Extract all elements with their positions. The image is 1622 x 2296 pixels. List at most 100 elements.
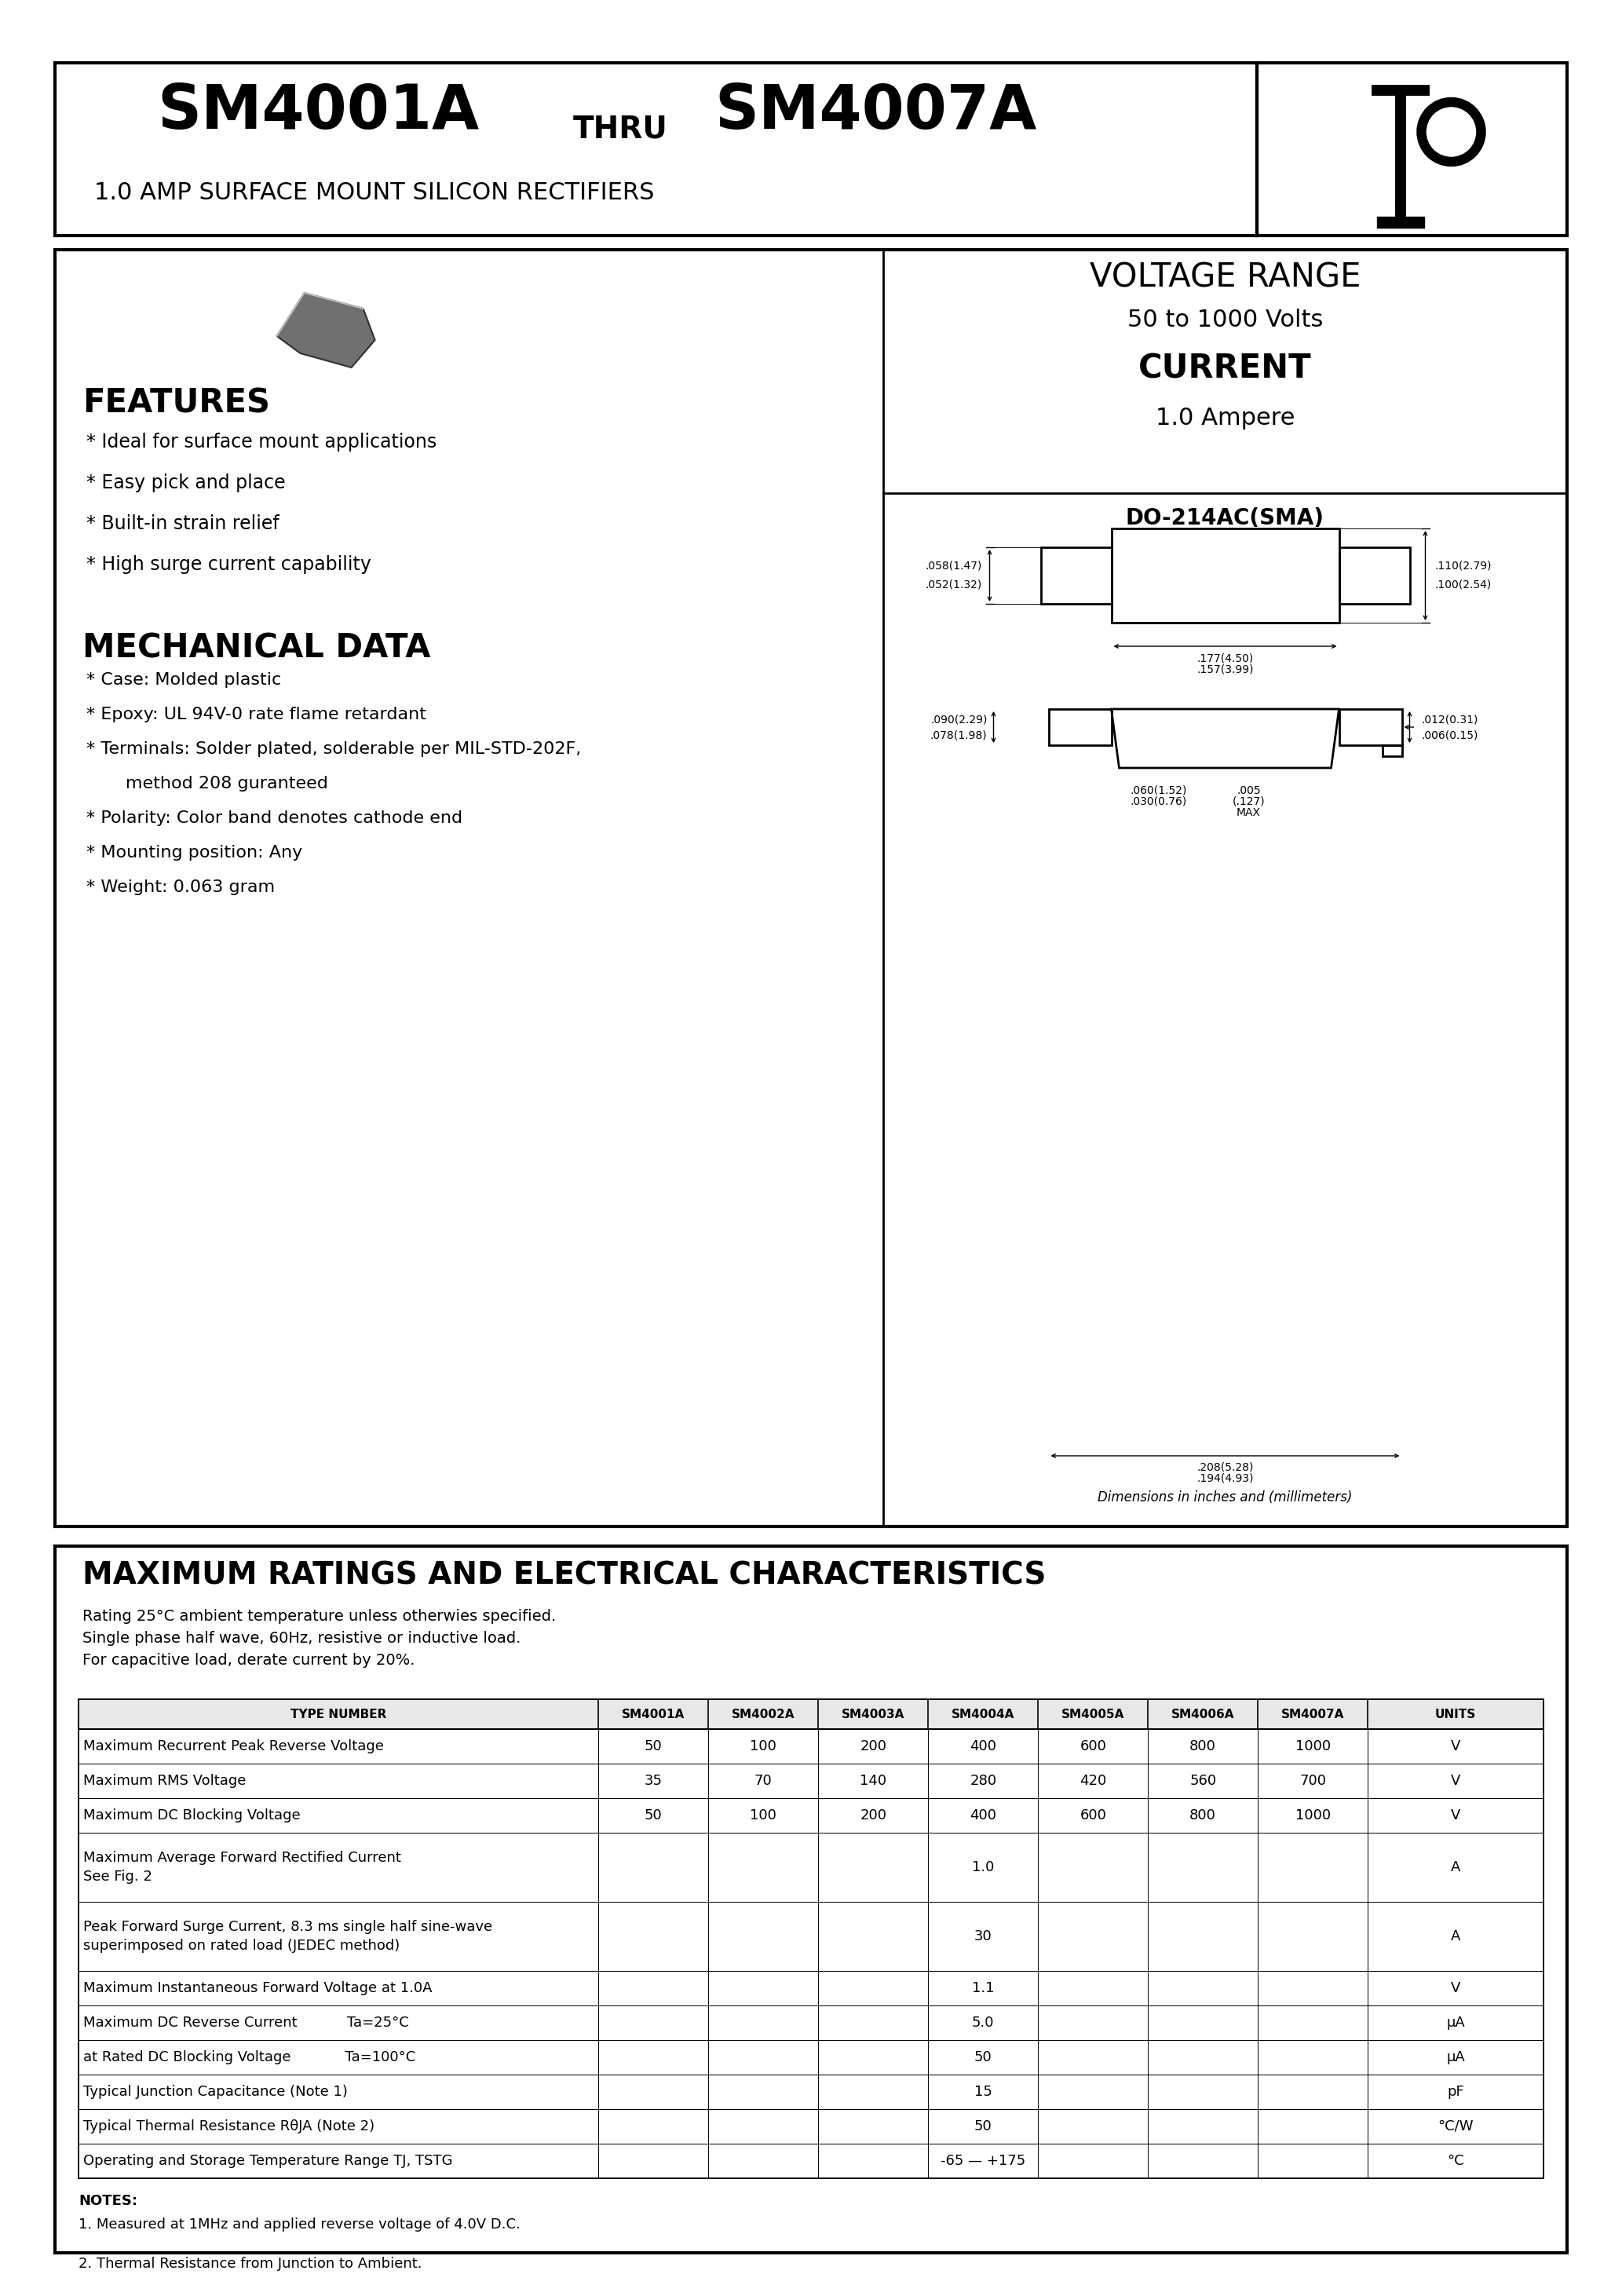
Text: 50: 50 <box>975 2119 993 2133</box>
Text: μA: μA <box>1447 2016 1465 2030</box>
Bar <box>78 2110 1544 2144</box>
Text: 50: 50 <box>975 2050 993 2064</box>
Text: at Rated DC Blocking Voltage            Ta=100°C: at Rated DC Blocking Voltage Ta=100°C <box>83 2050 415 2064</box>
Text: SM4004A: SM4004A <box>952 1708 1015 1720</box>
Text: A: A <box>1450 1929 1460 1942</box>
Text: CURRENT: CURRENT <box>1139 351 1312 386</box>
Text: VOLTAGE RANGE: VOLTAGE RANGE <box>1090 262 1361 294</box>
Bar <box>1340 546 1410 604</box>
Bar <box>78 2004 1544 2041</box>
Text: * Terminals: Solder plated, solderable per MIL-STD-202F,: * Terminals: Solder plated, solderable p… <box>86 742 581 758</box>
Text: .052(1.32): .052(1.32) <box>925 579 981 590</box>
Bar <box>1377 216 1424 227</box>
Text: * Polarity: Color band denotes cathode end: * Polarity: Color band denotes cathode e… <box>86 810 462 827</box>
Text: 70: 70 <box>754 1775 772 1789</box>
Text: .100(2.54): .100(2.54) <box>1435 579 1492 590</box>
Text: Maximum Recurrent Peak Reverse Voltage: Maximum Recurrent Peak Reverse Voltage <box>83 1740 384 1754</box>
Text: 100: 100 <box>749 1809 777 1823</box>
Text: 420: 420 <box>1080 1775 1106 1789</box>
Text: 50: 50 <box>644 1809 662 1823</box>
Text: 280: 280 <box>970 1775 996 1789</box>
Bar <box>78 1763 1544 1798</box>
Text: Peak Forward Surge Current, 8.3 ms single half sine-wave
superimposed on rated l: Peak Forward Surge Current, 8.3 ms singl… <box>83 1919 493 1952</box>
Bar <box>1111 528 1340 622</box>
Text: Maximum DC Blocking Voltage: Maximum DC Blocking Voltage <box>83 1809 300 1823</box>
Text: .090(2.29): .090(2.29) <box>931 714 988 726</box>
Bar <box>1382 746 1401 755</box>
Text: -65 — +175: -65 — +175 <box>941 2154 1025 2167</box>
Bar <box>1340 709 1401 746</box>
Text: FEATURES: FEATURES <box>83 388 271 420</box>
Bar <box>55 250 1567 1527</box>
Text: Typical Junction Capacitance (Note 1): Typical Junction Capacitance (Note 1) <box>83 2085 347 2099</box>
Text: Operating and Storage Temperature Range TJ, TSTG: Operating and Storage Temperature Range … <box>83 2154 453 2167</box>
Text: °C/W: °C/W <box>1437 2119 1473 2133</box>
Polygon shape <box>277 294 375 367</box>
Text: For capacitive load, derate current by 20%.: For capacitive load, derate current by 2… <box>83 1653 415 1667</box>
Text: 200: 200 <box>860 1740 887 1754</box>
Text: 140: 140 <box>860 1775 887 1789</box>
Text: 600: 600 <box>1080 1740 1106 1754</box>
Text: 1.0 Ampere: 1.0 Ampere <box>1155 406 1294 429</box>
Text: SM4005A: SM4005A <box>1061 1708 1124 1720</box>
Text: UNITS: UNITS <box>1435 1708 1476 1720</box>
Bar <box>55 1545 1567 2252</box>
Text: 1.0: 1.0 <box>972 1860 994 1874</box>
Text: SM4007A: SM4007A <box>1281 1708 1345 1720</box>
Bar <box>55 62 1257 236</box>
Text: Maximum Instantaneous Forward Voltage at 1.0A: Maximum Instantaneous Forward Voltage at… <box>83 1981 431 1995</box>
Text: method 208 guranteed: method 208 guranteed <box>86 776 328 792</box>
Text: .058(1.47): .058(1.47) <box>925 560 981 572</box>
Text: NOTES:: NOTES: <box>78 2195 138 2209</box>
Text: SM4002A: SM4002A <box>732 1708 795 1720</box>
Text: * Mounting position: Any: * Mounting position: Any <box>86 845 302 861</box>
Text: 30: 30 <box>975 1929 993 1942</box>
Text: * Easy pick and place: * Easy pick and place <box>86 473 285 491</box>
Text: .060(1.52): .060(1.52) <box>1131 785 1187 797</box>
Bar <box>78 2076 1544 2110</box>
Text: 800: 800 <box>1189 1740 1216 1754</box>
Text: pF: pF <box>1447 2085 1465 2099</box>
Text: * High surge current capability: * High surge current capability <box>86 556 371 574</box>
Bar <box>78 1901 1544 1970</box>
Text: * Weight: 0.063 gram: * Weight: 0.063 gram <box>86 879 274 895</box>
Bar <box>78 2144 1544 2179</box>
Bar <box>1041 546 1111 604</box>
Text: DO-214AC(SMA): DO-214AC(SMA) <box>1126 507 1325 530</box>
Text: 100: 100 <box>749 1740 777 1754</box>
Text: 1.0 AMP SURFACE MOUNT SILICON RECTIFIERS: 1.0 AMP SURFACE MOUNT SILICON RECTIFIERS <box>94 181 654 204</box>
Text: Rating 25°C ambient temperature unless otherwies specified.: Rating 25°C ambient temperature unless o… <box>83 1609 556 1623</box>
Bar <box>78 1832 1544 1901</box>
Text: 2. Thermal Resistance from Junction to Ambient.: 2. Thermal Resistance from Junction to A… <box>78 2257 422 2271</box>
Text: 700: 700 <box>1299 1775 1327 1789</box>
Text: Maximum DC Reverse Current           Ta=25°C: Maximum DC Reverse Current Ta=25°C <box>83 2016 409 2030</box>
Text: 35: 35 <box>644 1775 662 1789</box>
Bar <box>78 2041 1544 2076</box>
Text: .110(2.79): .110(2.79) <box>1435 560 1492 572</box>
Text: V: V <box>1450 1775 1460 1789</box>
Text: * Case: Molded plastic: * Case: Molded plastic <box>86 673 281 689</box>
Text: .177(4.50): .177(4.50) <box>1197 652 1254 664</box>
Text: * Epoxy: UL 94V-0 rate flame retardant: * Epoxy: UL 94V-0 rate flame retardant <box>86 707 427 723</box>
Text: 1000: 1000 <box>1294 1809 1330 1823</box>
Bar <box>1048 709 1111 746</box>
Text: TYPE NUMBER: TYPE NUMBER <box>290 1708 386 1720</box>
Text: μA: μA <box>1447 2050 1465 2064</box>
Text: SM4001A: SM4001A <box>621 1708 684 1720</box>
Bar <box>78 1729 1544 1763</box>
Text: V: V <box>1450 1740 1460 1754</box>
Text: °C: °C <box>1447 2154 1465 2167</box>
Text: Maximum RMS Voltage: Maximum RMS Voltage <box>83 1775 247 1789</box>
Bar <box>78 1798 1544 1832</box>
Text: MAXIMUM RATINGS AND ELECTRICAL CHARACTERISTICS: MAXIMUM RATINGS AND ELECTRICAL CHARACTER… <box>83 1561 1046 1591</box>
Text: 400: 400 <box>970 1740 996 1754</box>
Text: 50 to 1000 Volts: 50 to 1000 Volts <box>1127 308 1324 331</box>
Text: .030(0.76): .030(0.76) <box>1131 797 1187 808</box>
Text: .078(1.98): .078(1.98) <box>931 730 988 742</box>
Bar <box>78 1970 1544 2004</box>
Text: * Ideal for surface mount applications: * Ideal for surface mount applications <box>86 432 436 452</box>
Text: (.127): (.127) <box>1233 797 1265 808</box>
Text: V: V <box>1450 1981 1460 1995</box>
Text: 1000: 1000 <box>1294 1740 1330 1754</box>
Bar <box>1257 62 1567 236</box>
